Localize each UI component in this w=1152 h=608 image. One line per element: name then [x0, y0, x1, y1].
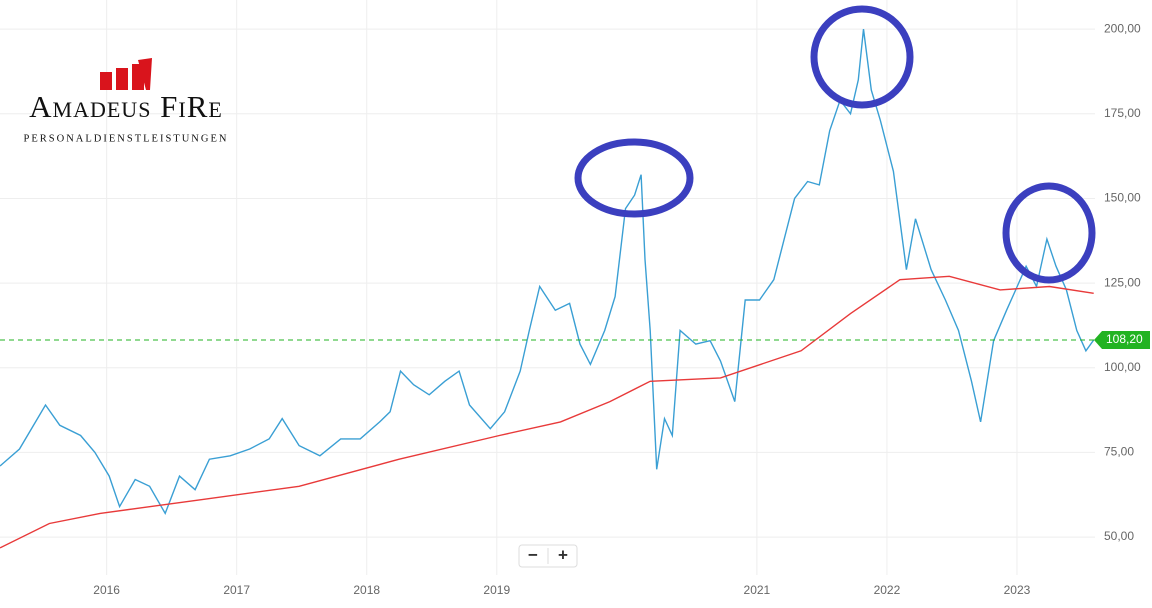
logo-tagline: PERSONALDIENSTLEISTUNGEN: [24, 133, 229, 144]
series-line: [0, 275, 1094, 549]
logo-bar: [100, 72, 112, 90]
y-tick-label: 175,00: [1104, 106, 1141, 120]
y-tick-label: 150,00: [1104, 191, 1141, 205]
plot: 108,20: [0, 29, 1150, 549]
logo: Amadeus FiRe PERSONALDIENSTLEISTUNGEN: [24, 58, 229, 144]
series-line: [0, 29, 1095, 516]
x-tick-label: 2019: [483, 583, 510, 597]
y-tick-label: 50,00: [1104, 529, 1134, 543]
grid: 50,00 75,00 100,00 125,00 150,00 175,00 200,00…: [0, 0, 1141, 597]
highlight-circle: [810, 5, 914, 109]
x-tick-label: 2022: [874, 583, 901, 597]
logo-bar: [116, 68, 128, 90]
last-price-tag: [1094, 330, 1150, 349]
logo-flag: [138, 58, 152, 90]
zoom-controls: − +: [518, 544, 578, 568]
highlight-circle: [1002, 182, 1096, 284]
y-tick-label: 200,00: [1104, 21, 1141, 35]
y-tick-label: 125,00: [1104, 275, 1141, 289]
x-tick-label: 2021: [744, 583, 771, 597]
annotations: [574, 5, 1096, 284]
x-tick-label: 2017: [223, 583, 250, 597]
x-tick-label: 2018: [353, 583, 380, 597]
zoom-in[interactable]: +: [558, 545, 568, 564]
y-tick-label: 75,00: [1104, 445, 1134, 459]
highlight-circle: [574, 138, 694, 218]
zoom-out[interactable]: −: [528, 545, 538, 564]
logo-name: Amadeus FiRe: [29, 89, 223, 124]
x-tick-label: 2023: [1004, 583, 1031, 597]
last-price-label: 108,20: [1106, 332, 1143, 346]
x-tick-label: 2016: [93, 583, 120, 597]
y-tick-label: 100,00: [1104, 360, 1141, 374]
